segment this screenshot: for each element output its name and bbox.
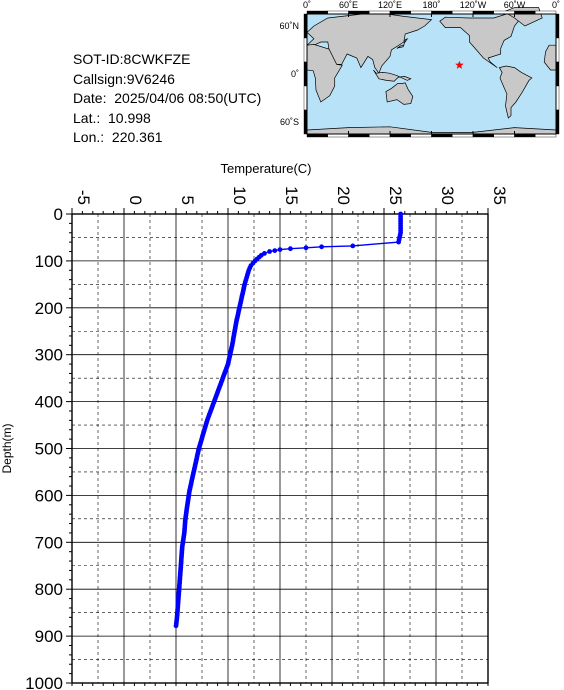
chart-grid	[71, 213, 489, 684]
data-point	[277, 247, 283, 253]
land-south-america	[498, 65, 533, 119]
data-point	[173, 623, 179, 629]
temperature-series-points	[173, 211, 403, 629]
map-lat-label: 60˚S	[280, 117, 299, 127]
x-tick-label: 25	[386, 186, 405, 205]
land-indonesia	[373, 69, 412, 82]
y-axis-label: Depth(m)	[0, 423, 14, 473]
y-tick-label: 800	[35, 580, 63, 599]
map-lon-label: 120˚W	[460, 0, 487, 10]
x-tick-label: 30	[438, 186, 457, 205]
data-point	[319, 244, 324, 250]
location-map: 0˚ 60˚E 120˚E 180˚ 120˚W 60˚W 0˚ 60˚N 0˚ 60˚S	[279, 0, 560, 138]
y-tick-label: 400	[35, 393, 63, 412]
y-tick-label: 900	[35, 627, 63, 646]
data-point	[396, 239, 401, 245]
date-label: Date: 2025/04/06 08:50(UTC)	[73, 90, 262, 106]
longitude-label: Lon.: 220.361	[73, 129, 163, 145]
map-lon-label: 60˚W	[504, 0, 526, 10]
land-japan	[396, 38, 409, 49]
map-border	[306, 13, 557, 135]
map-lat-label: 60˚N	[279, 21, 299, 31]
y-tick-label: 1000	[25, 674, 63, 690]
map-lat-label: 0˚	[291, 69, 299, 79]
location-star-marker	[455, 60, 464, 69]
x-tick-label: 35	[490, 186, 509, 205]
x-tick-label: 5	[178, 196, 197, 205]
x-tick-label: 20	[334, 186, 353, 205]
data-point	[303, 245, 309, 251]
x-tick-label: 10	[230, 186, 249, 205]
latitude-label: Lat.: 10.998	[73, 109, 151, 126]
y-tick-label: 200	[35, 299, 63, 318]
map-lon-label: 0˚	[303, 0, 311, 10]
y-tick-label: 100	[35, 252, 63, 271]
map-frame	[303, 10, 560, 138]
map-lon-label: 60˚E	[339, 0, 358, 10]
y-tick-label: 700	[35, 533, 63, 552]
callsign-label: Callsign:9V6246	[73, 70, 175, 87]
x-tick-label: -5	[74, 190, 93, 205]
x-tick-label: 15	[282, 186, 301, 205]
land-north-america	[439, 7, 530, 68]
data-point	[350, 243, 356, 249]
map-lon-label: 180˚	[422, 0, 440, 10]
x-tick-label: 0	[126, 196, 145, 205]
map-lon-label: 120˚E	[378, 0, 402, 10]
y-tick-label: 500	[35, 440, 63, 459]
info-panel: SOT-ID:8CWKFZE Callsign:9V6246 Date: 202…	[73, 50, 261, 148]
map-lon-label: 0˚	[552, 0, 560, 10]
map-land	[306, 7, 557, 135]
y-tick-label: 0	[54, 205, 63, 224]
sot-id-label: SOT-ID:8CWKFZE	[73, 51, 191, 67]
y-tick-label: 300	[35, 346, 63, 365]
data-point	[272, 248, 278, 254]
data-point	[267, 249, 272, 254]
y-tick-label: 600	[35, 486, 63, 505]
x-axis-label: Temperature(C)	[220, 161, 311, 176]
data-point	[288, 246, 293, 252]
land-australia	[385, 82, 414, 105]
land-africa	[306, 44, 343, 103]
